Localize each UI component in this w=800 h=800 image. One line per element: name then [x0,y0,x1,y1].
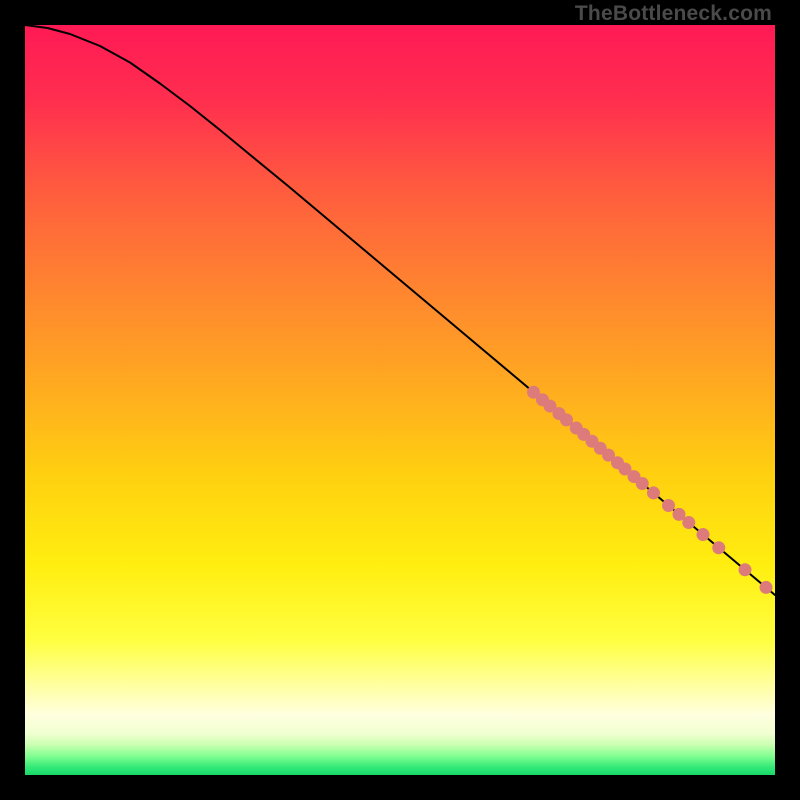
plot-area [25,25,775,775]
plot-svg [25,25,775,775]
marker-dot [636,477,649,490]
marker-dot [760,581,773,594]
chart-canvas: TheBottleneck.com [0,0,800,800]
marker-dot [682,516,695,529]
marker-dot [647,486,660,499]
gradient-background [25,25,775,775]
marker-dot [697,528,710,541]
marker-dot [739,563,752,576]
marker-dot [712,541,725,554]
marker-dot [662,499,675,512]
watermark-text: TheBottleneck.com [575,2,772,26]
